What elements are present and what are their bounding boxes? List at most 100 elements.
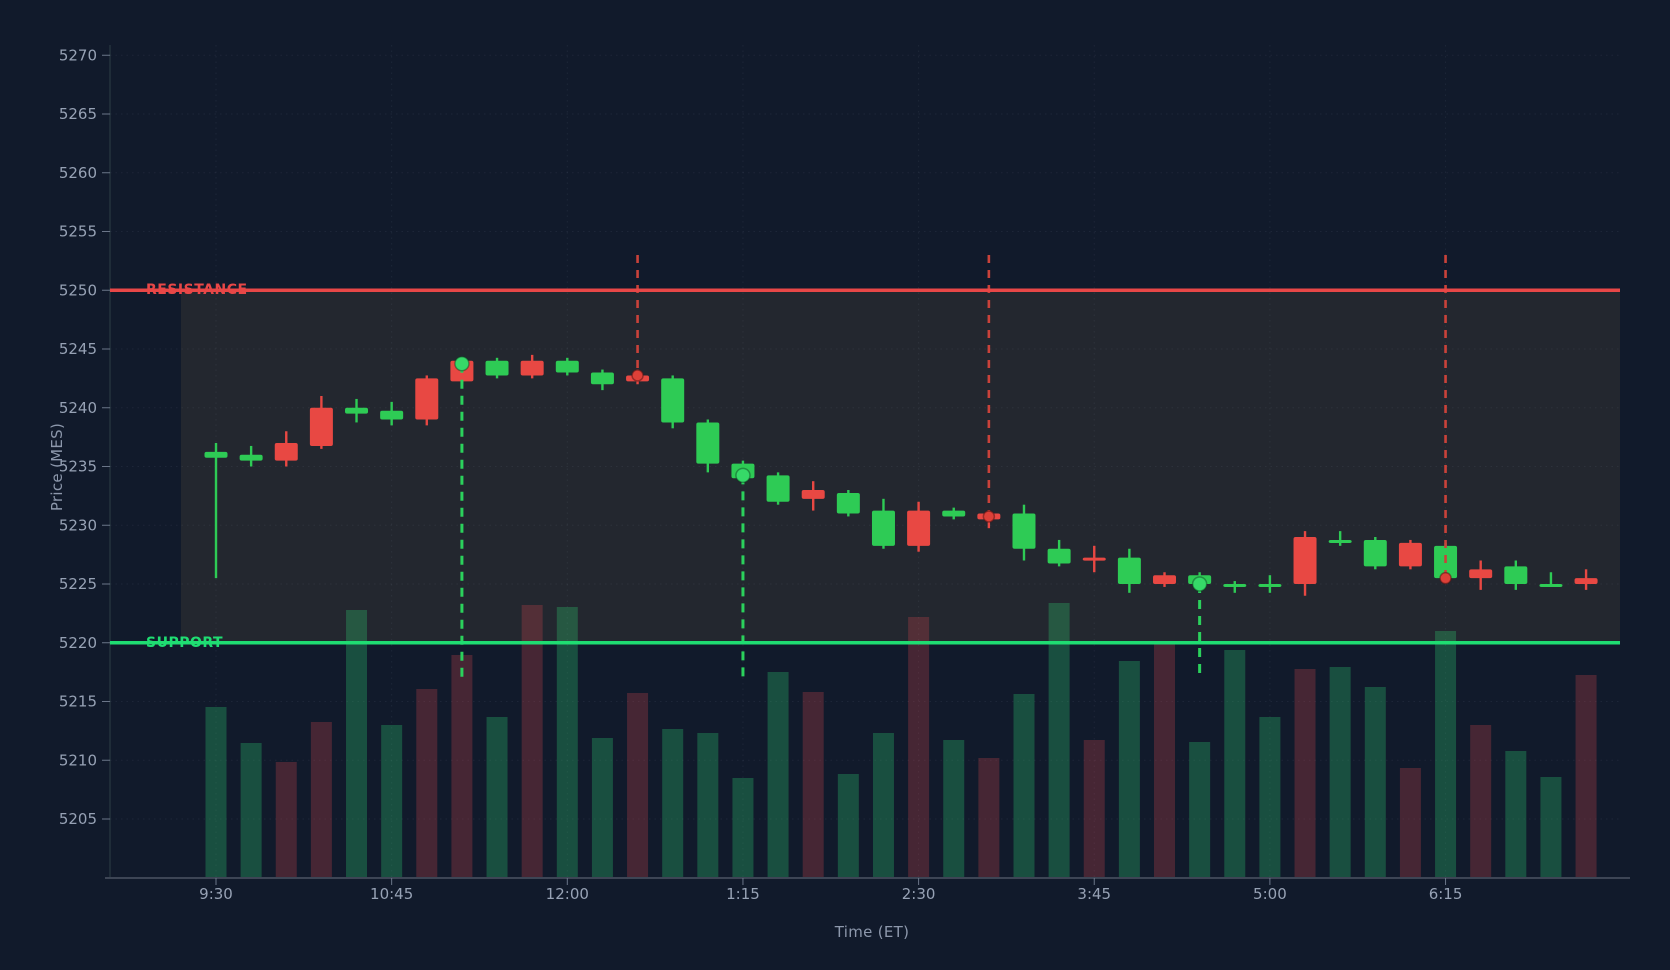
candle-body [1047, 548, 1071, 564]
y-tick-label: 5255 [59, 223, 97, 241]
candle-body [485, 360, 509, 376]
volume-bar [205, 707, 227, 877]
volume-bar [767, 672, 789, 877]
volume-bar [908, 617, 930, 877]
y-tick-label: 5210 [59, 751, 97, 769]
candle-body [590, 372, 614, 385]
candle-body [345, 407, 369, 414]
x-tick-label: 1:15 [726, 885, 760, 903]
candle-body [942, 510, 966, 517]
y-tick-label: 5230 [59, 516, 97, 534]
volume-bar [697, 733, 719, 877]
volume-bar [451, 655, 473, 877]
sell-marker [982, 510, 996, 523]
candle-body [1153, 575, 1177, 584]
buy-marker [1191, 576, 1208, 592]
volume-bar [732, 778, 754, 877]
y-axis-title: Price (MES) [48, 422, 66, 512]
y-tick-label: 5220 [59, 634, 97, 652]
volume-bar [943, 740, 965, 877]
candle-body [555, 360, 579, 373]
volume-bar [275, 762, 297, 877]
y-tick-label: 5245 [59, 340, 97, 358]
y-tick-label: 5240 [59, 399, 97, 417]
candle-body [1363, 539, 1387, 567]
candle-body [1012, 513, 1036, 549]
x-tick-label: 2:30 [902, 885, 936, 903]
volume-bar [591, 738, 613, 877]
candle-body [204, 451, 228, 458]
volume-bar [1189, 742, 1211, 877]
candle-body [1539, 584, 1563, 587]
candle-body [520, 360, 544, 376]
x-tick-label: 12:00 [546, 885, 589, 903]
candle-body [1398, 542, 1422, 567]
volume-bar [240, 743, 262, 877]
volume-bar [872, 733, 894, 877]
y-tick-label: 5235 [59, 458, 97, 476]
volume-bar [978, 758, 1000, 877]
buy-marker [735, 467, 751, 484]
candle-body [309, 407, 333, 446]
volume-bar [1048, 603, 1070, 877]
sell-marker [631, 369, 644, 382]
x-tick-label: 10:45 [370, 885, 413, 903]
candle-body [836, 492, 860, 514]
candle-body [239, 454, 263, 461]
candle-body [696, 422, 720, 464]
volume-bar [1013, 694, 1035, 877]
volume-bar [837, 774, 859, 877]
volume-bar [1540, 777, 1562, 877]
candle-body [766, 475, 790, 502]
volume-bar [1505, 751, 1527, 877]
volume-bar [1364, 687, 1386, 877]
volume-bar [627, 693, 649, 877]
volume-bar [1435, 631, 1457, 877]
candle-body [871, 510, 895, 546]
candle-body [1258, 584, 1282, 587]
volume-bar [1083, 740, 1105, 877]
volume-bar [486, 717, 508, 877]
volume-bar [556, 607, 578, 877]
volume-bar [1470, 725, 1492, 877]
volume-bar [1118, 661, 1140, 877]
y-tick-label: 5225 [59, 575, 97, 593]
volume-bar [416, 689, 438, 877]
y-tick-label: 5215 [59, 693, 97, 711]
x-tick-label: 5:00 [1253, 885, 1287, 903]
candle-body [1469, 569, 1493, 579]
support-resistance-zone [181, 290, 1620, 643]
y-tick-label: 5205 [59, 810, 97, 828]
y-tick-label: 5260 [59, 164, 97, 182]
candle-body [907, 510, 931, 546]
volume-bar [1154, 644, 1176, 877]
y-tick-label: 5270 [59, 46, 97, 64]
support-label: SUPPORT [146, 634, 224, 651]
volume-bar [1294, 669, 1316, 877]
volume-bar [521, 605, 543, 877]
resistance-label: RESISTANCE [146, 282, 248, 299]
x-tick-label: 3:45 [1077, 885, 1111, 903]
volume-bar [1399, 768, 1421, 877]
y-tick-label: 5265 [59, 105, 97, 123]
candle-body [1117, 557, 1141, 584]
candle-body [274, 443, 298, 461]
y-tick-label: 5250 [59, 281, 97, 299]
candle-body [380, 410, 404, 420]
candle-body [415, 378, 439, 420]
candle-body [1328, 539, 1352, 543]
volume-bar [802, 692, 824, 877]
volume-bar [310, 722, 332, 877]
volume-bar [1575, 675, 1597, 877]
candle-body [1504, 566, 1528, 584]
candle-body [1082, 557, 1106, 561]
candle-body [1223, 584, 1247, 587]
volume-bar [1259, 717, 1281, 877]
candle-body [661, 378, 685, 423]
candle-body [1293, 537, 1317, 584]
volume-bar [1224, 650, 1246, 877]
buy-marker [454, 355, 470, 372]
x-axis-title: Time (ET) [834, 923, 910, 941]
candle-body [1574, 578, 1598, 584]
